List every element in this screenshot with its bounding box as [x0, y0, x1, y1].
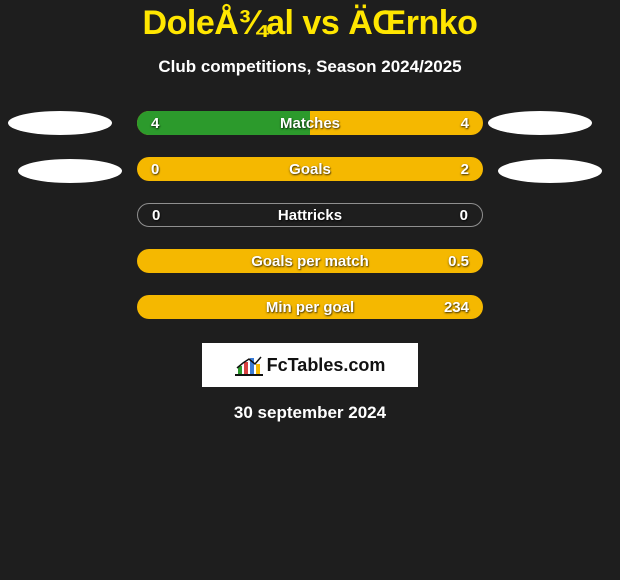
stat-row: Goals per match0.5 — [0, 249, 620, 273]
brand-text: FcTables.com — [267, 355, 386, 376]
brand-chart-icon — [235, 354, 263, 376]
side-ellipse-icon — [488, 111, 592, 135]
stat-row: 0Hattricks0 — [0, 203, 620, 227]
stat-bar: Min per goal234 — [137, 295, 483, 319]
subtitle: Club competitions, Season 2024/2025 — [0, 57, 620, 77]
side-ellipse-icon — [498, 159, 602, 183]
page-title: DoleÅ¾al vs ÄŒrnko — [0, 4, 620, 43]
side-ellipse-icon — [8, 111, 112, 135]
stat-label: Matches — [137, 115, 483, 132]
stat-row: Min per goal234 — [0, 295, 620, 319]
stat-label: Min per goal — [137, 299, 483, 316]
date-text: 30 september 2024 — [0, 403, 620, 423]
stat-row: 0Goals2 — [0, 157, 620, 181]
stat-right-value: 4 — [461, 115, 469, 132]
side-ellipse-icon — [18, 159, 122, 183]
stat-label: Goals per match — [137, 253, 483, 270]
stat-label: Hattricks — [138, 207, 482, 224]
stat-label: Goals — [137, 161, 483, 178]
brand-box: FcTables.com — [202, 343, 418, 387]
stat-right-value: 0.5 — [448, 253, 469, 270]
stat-bar: 4Matches4 — [137, 111, 483, 135]
stats-container: 4Matches40Goals20Hattricks0Goals per mat… — [0, 111, 620, 319]
stat-right-value: 234 — [444, 299, 469, 316]
stat-bar: 0Hattricks0 — [137, 203, 483, 227]
stat-bar: Goals per match0.5 — [137, 249, 483, 273]
stat-right-value: 0 — [460, 207, 468, 224]
stat-row: 4Matches4 — [0, 111, 620, 135]
stat-right-value: 2 — [461, 161, 469, 178]
stat-bar: 0Goals2 — [137, 157, 483, 181]
